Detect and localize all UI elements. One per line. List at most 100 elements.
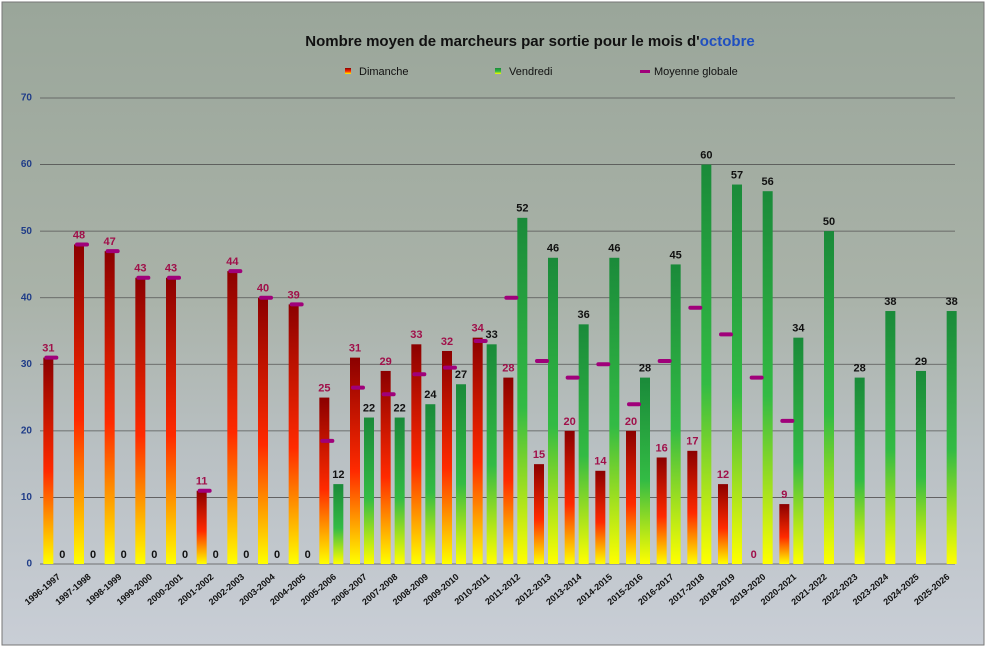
average-marker [688,305,703,310]
bar [364,417,374,564]
legend-swatch [345,68,351,74]
bar [670,264,681,564]
data-label: 0 [59,549,65,561]
data-label: 0 [305,549,311,561]
data-label: 33 [486,329,498,341]
bar [486,344,497,564]
bar [380,370,391,564]
data-label: 34 [792,323,805,335]
bar [425,404,436,564]
data-label: 0 [243,549,249,561]
data-label: 38 [884,296,896,308]
y-tick-label: 70 [21,93,33,104]
data-label: 0 [274,549,280,561]
bar [548,257,558,564]
data-label: 43 [165,263,177,275]
data-label: 20 [564,416,576,428]
average-marker [780,418,795,423]
average-marker [197,488,212,493]
average-marker [504,295,519,300]
chart-title: Nombre moyen de marcheurs par sortie pou… [305,33,755,50]
average-marker [259,295,273,300]
data-label: 25 [318,382,330,394]
data-label: 0 [121,549,127,561]
bar [534,464,544,564]
bar [687,450,698,564]
average-marker [565,375,580,380]
bar [885,311,896,564]
bar [640,377,650,564]
bar [135,277,146,564]
bar [578,324,589,564]
bar [793,337,804,564]
average-marker [351,385,365,390]
data-label: 0 [151,549,157,561]
average-marker [228,269,243,274]
data-label: 28 [639,363,651,375]
average-marker [719,332,733,337]
y-tick-label: 30 [21,359,33,370]
data-label: 12 [717,469,729,481]
data-label: 0 [751,549,757,561]
average-marker [596,362,611,367]
average-marker [136,275,151,280]
y-tick-label: 60 [21,159,33,170]
bar [74,244,84,564]
bar [227,271,238,564]
data-label: 28 [854,363,866,375]
bar [319,397,330,564]
data-label: 24 [424,389,437,401]
data-label: 28 [502,363,514,375]
bar [626,430,636,564]
y-tick-label: 40 [21,292,33,303]
data-label: 43 [134,263,146,275]
average-marker [535,358,549,363]
data-label: 39 [288,289,300,301]
data-label: 36 [578,309,590,321]
data-label: 20 [625,416,637,428]
data-label: 15 [533,449,545,461]
data-label: 12 [332,469,344,481]
average-marker [749,375,764,380]
average-marker [473,338,488,343]
bar [854,377,865,564]
data-label: 14 [594,456,607,468]
legend-swatch [640,70,650,73]
data-label: 27 [455,369,467,381]
y-tick-label: 20 [21,425,33,436]
data-label: 46 [608,243,620,255]
data-label: 44 [226,256,239,268]
average-marker [657,358,672,363]
bar [732,184,742,565]
average-marker [443,365,457,370]
bar [288,304,299,564]
bar [916,370,926,564]
bar [350,357,360,564]
bar [946,311,957,564]
data-label: 38 [946,296,958,308]
data-label: 11 [196,476,208,488]
data-label: 47 [104,236,116,248]
data-label: 32 [441,336,453,348]
legend-label: Moyenne globale [654,66,738,78]
legend-swatch [495,68,501,74]
data-label: 0 [90,549,96,561]
bar [824,231,834,564]
average-marker [412,372,427,377]
y-tick-label: 0 [26,559,32,570]
data-label: 52 [516,203,528,215]
y-tick-label: 10 [21,492,33,503]
bar [779,504,790,564]
data-label: 33 [410,329,422,341]
bar [333,484,344,564]
average-marker [167,275,181,280]
bar [701,164,712,565]
data-label: 57 [731,169,743,181]
bar [196,490,207,564]
data-label: 0 [213,549,219,561]
bar [394,417,405,564]
data-label: 16 [656,442,668,454]
bar [472,337,483,564]
bar [104,251,115,564]
